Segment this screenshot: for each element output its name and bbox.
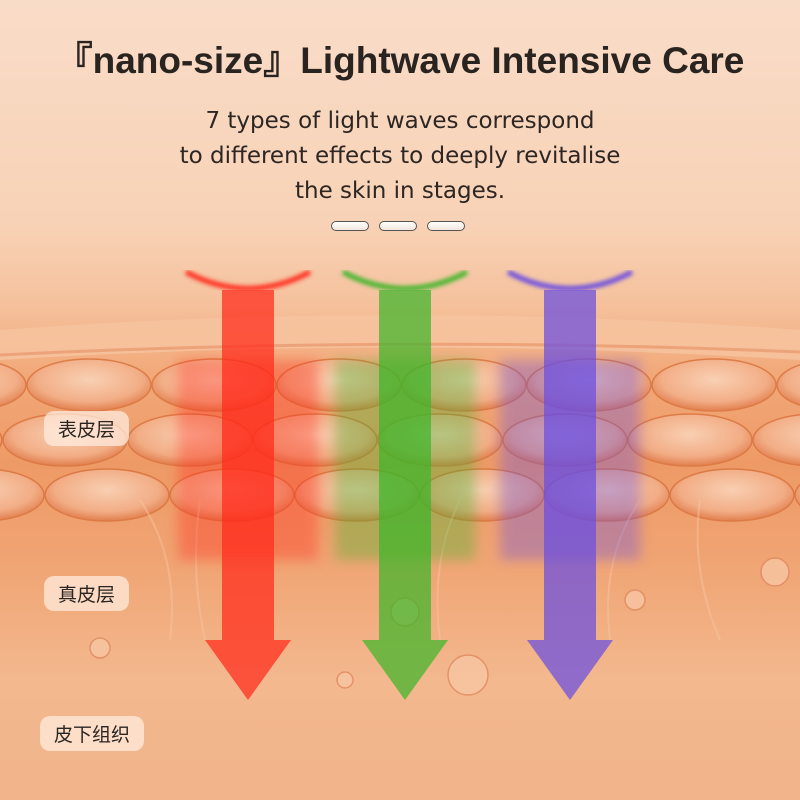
carousel-indicator[interactable] (331, 221, 369, 231)
beam-source-arc (506, 269, 634, 291)
skin-cell (627, 413, 753, 467)
carousel-indicator[interactable] (379, 221, 417, 231)
purple-beam (500, 269, 640, 700)
carousel-indicators (331, 221, 465, 231)
layer-label-epidermis: 表皮层 (44, 411, 130, 446)
skin-cell (0, 363, 27, 407)
skin-cell (44, 468, 170, 522)
green-beam (335, 269, 475, 700)
skin-cell (776, 364, 800, 406)
arrow-down-icon (527, 290, 613, 700)
skin-cell (0, 469, 45, 521)
skin-cell (26, 358, 152, 412)
skin-cell (752, 414, 800, 466)
beam-source-arc (184, 269, 312, 291)
arrow-down-icon (362, 290, 448, 700)
skin-cell (651, 358, 777, 412)
subtitle-line: the skin in stages. (294, 178, 506, 204)
beam-source-arc (341, 269, 469, 291)
skin-cell (0, 432, 3, 448)
arrow-down-icon (205, 290, 291, 700)
layer-label-subcutaneous: 皮下组织 (40, 716, 145, 751)
subtitle: 7 types of light waves correspond to dif… (0, 104, 800, 209)
dermis-fibers (139, 499, 721, 641)
red-beam (178, 269, 318, 700)
carousel-indicator[interactable] (427, 221, 465, 231)
skin-cell (794, 483, 800, 507)
subtitle-line: 7 types of light waves correspond (205, 108, 595, 134)
page-title: 『nano-size』Lightwave Intensive Care (55, 40, 745, 81)
layer-label-dermis: 真皮层 (44, 576, 130, 611)
subtitle-line: to different effects to deeply revitalis… (179, 143, 621, 169)
skin-cell (669, 468, 795, 522)
